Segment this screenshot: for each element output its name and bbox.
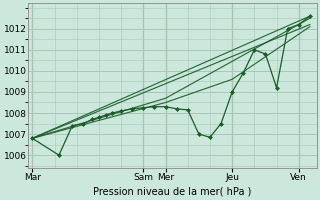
X-axis label: Pression niveau de la mer( hPa ): Pression niveau de la mer( hPa ) [93, 187, 252, 197]
